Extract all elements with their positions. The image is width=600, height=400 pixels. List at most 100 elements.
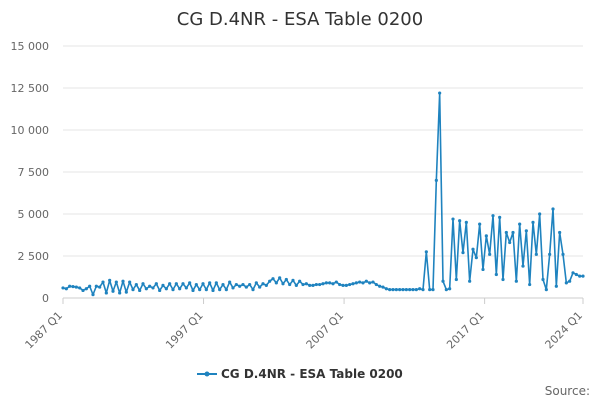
data-point[interactable] [308, 283, 312, 287]
data-point[interactable] [198, 288, 202, 292]
data-point[interactable] [384, 287, 388, 291]
data-point[interactable] [121, 279, 125, 283]
data-point[interactable] [298, 279, 302, 283]
legend[interactable]: CG D.4NR - ESA Table 0200 [197, 367, 403, 381]
data-point[interactable] [428, 288, 432, 292]
data-point[interactable] [88, 284, 92, 288]
data-point[interactable] [448, 287, 452, 291]
data-point[interactable] [161, 283, 165, 287]
data-point[interactable] [264, 283, 268, 287]
data-point[interactable] [148, 284, 152, 288]
data-point[interactable] [441, 279, 445, 283]
data-point[interactable] [288, 282, 292, 287]
data-point[interactable] [124, 290, 128, 294]
data-point[interactable] [94, 284, 98, 288]
data-point[interactable] [394, 288, 398, 292]
data-point[interactable] [238, 284, 242, 288]
data-point[interactable] [108, 278, 112, 282]
data-point[interactable] [348, 282, 352, 287]
data-point[interactable] [91, 293, 95, 297]
data-point[interactable] [501, 277, 505, 282]
data-point[interactable] [568, 279, 572, 283]
data-point[interactable] [128, 280, 132, 284]
data-point[interactable] [344, 283, 348, 287]
data-point[interactable] [464, 220, 468, 224]
data-point[interactable] [358, 280, 362, 284]
data-point[interactable] [74, 285, 78, 289]
data-point[interactable] [378, 284, 382, 288]
data-point[interactable] [138, 288, 142, 293]
data-point[interactable] [371, 280, 375, 284]
data-point[interactable] [158, 288, 162, 293]
data-point[interactable] [78, 286, 82, 290]
data-point[interactable] [68, 284, 72, 288]
data-point[interactable] [564, 281, 568, 285]
data-point[interactable] [554, 284, 558, 288]
data-point[interactable] [338, 282, 342, 287]
data-point[interactable] [261, 282, 265, 286]
data-point[interactable] [248, 282, 252, 287]
data-point[interactable] [551, 207, 555, 211]
data-point[interactable] [134, 282, 138, 287]
data-point[interactable] [234, 282, 238, 287]
data-point[interactable] [294, 283, 298, 287]
data-point[interactable] [528, 282, 532, 287]
data-point[interactable] [254, 281, 258, 285]
data-point[interactable] [521, 264, 525, 268]
data-point[interactable] [104, 291, 108, 295]
data-point[interactable] [451, 217, 455, 221]
data-point[interactable] [561, 252, 565, 256]
data-point[interactable] [374, 282, 378, 287]
data-point[interactable] [548, 252, 552, 256]
data-point[interactable] [324, 281, 328, 285]
data-point[interactable] [314, 282, 318, 287]
data-point[interactable] [258, 285, 262, 289]
data-point[interactable] [508, 240, 512, 245]
data-point[interactable] [391, 288, 395, 292]
data-point[interactable] [491, 214, 495, 218]
data-point[interactable] [204, 288, 208, 292]
data-point[interactable] [578, 274, 582, 278]
data-point[interactable] [581, 274, 585, 278]
data-point[interactable] [291, 278, 295, 282]
data-point[interactable] [524, 229, 528, 233]
data-point[interactable] [251, 288, 255, 292]
data-point[interactable] [474, 256, 478, 260]
data-point[interactable] [498, 215, 502, 219]
data-point[interactable] [334, 280, 338, 284]
data-point[interactable] [558, 230, 562, 235]
data-point[interactable] [368, 281, 372, 285]
data-point[interactable] [284, 277, 288, 282]
data-point[interactable] [151, 286, 155, 290]
data-point[interactable] [321, 282, 325, 286]
data-point[interactable] [534, 252, 538, 256]
data-point[interactable] [544, 288, 548, 292]
data-point[interactable] [301, 282, 305, 287]
data-point[interactable] [518, 222, 522, 226]
data-point[interactable] [208, 281, 212, 285]
data-point[interactable] [331, 282, 335, 286]
data-point[interactable] [188, 281, 192, 285]
data-point[interactable] [571, 271, 575, 275]
data-point[interactable] [271, 277, 275, 281]
data-point[interactable] [244, 285, 248, 289]
data-point[interactable] [458, 219, 462, 223]
data-point[interactable] [281, 282, 285, 286]
data-point[interactable] [481, 267, 485, 272]
data-point[interactable] [318, 282, 322, 287]
data-point[interactable] [414, 288, 418, 292]
data-point[interactable] [388, 288, 392, 292]
data-point[interactable] [231, 286, 235, 290]
data-point[interactable] [504, 230, 508, 235]
data-point[interactable] [268, 279, 272, 283]
data-point[interactable] [174, 282, 178, 286]
data-point[interactable] [531, 220, 535, 224]
data-point[interactable] [64, 287, 68, 291]
data-point[interactable] [418, 287, 422, 291]
data-point[interactable] [71, 284, 75, 289]
data-point[interactable] [131, 288, 135, 292]
data-point[interactable] [201, 282, 205, 286]
data-point[interactable] [328, 281, 332, 285]
data-point[interactable] [84, 287, 88, 291]
data-point[interactable] [538, 212, 542, 216]
